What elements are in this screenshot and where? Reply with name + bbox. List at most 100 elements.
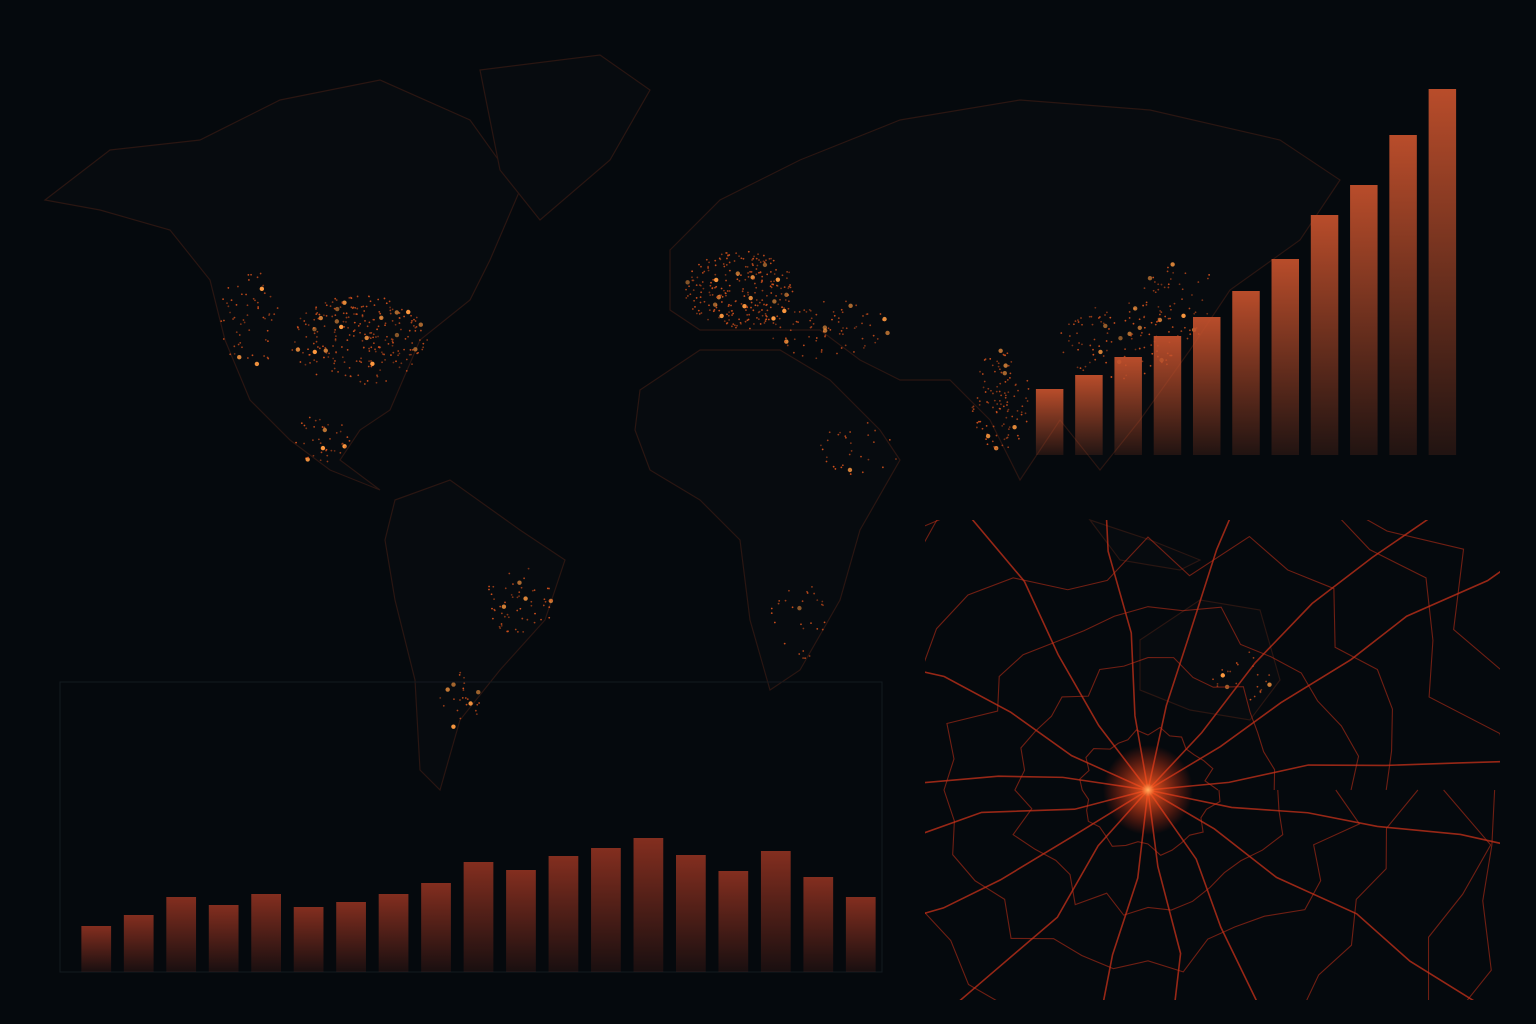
city-light [362, 305, 365, 308]
city-light [721, 295, 724, 298]
city-light [394, 323, 397, 326]
city-light [773, 621, 776, 624]
city-light [1132, 322, 1135, 325]
city-light [334, 319, 340, 324]
city-light [1004, 380, 1007, 383]
city-light [1183, 326, 1186, 329]
city-light [1167, 317, 1170, 320]
city-light [1007, 428, 1010, 431]
city-light [715, 306, 718, 309]
city-light [756, 264, 759, 267]
city-light [1062, 351, 1065, 354]
city-light [995, 434, 998, 437]
city-light [421, 348, 424, 351]
city-light [1180, 330, 1183, 333]
city-light [299, 317, 302, 320]
city-light [398, 312, 401, 314]
city-light [372, 336, 375, 339]
city-light [840, 347, 843, 349]
city-light [246, 357, 249, 359]
city-light [344, 446, 347, 448]
city-light [1008, 426, 1011, 429]
city-light [254, 361, 260, 367]
city-light [699, 301, 702, 304]
city-light [845, 300, 847, 303]
city-light [865, 313, 868, 316]
city-light [810, 622, 812, 625]
city-light [1191, 294, 1193, 296]
city-light [356, 295, 359, 298]
city-light [377, 298, 380, 301]
city-light [264, 317, 266, 320]
city-light [350, 306, 353, 309]
city-light [368, 321, 371, 324]
city-light [736, 324, 738, 327]
city-light [728, 284, 731, 287]
city-light [780, 287, 782, 290]
city-light [701, 281, 704, 283]
city-light [523, 577, 526, 580]
city-light [308, 416, 311, 419]
city-light [370, 331, 373, 334]
city-light [1159, 310, 1162, 312]
city-light [334, 338, 337, 341]
city-light [1006, 352, 1009, 355]
city-light [1009, 376, 1011, 379]
city-light [712, 310, 715, 313]
city-light [315, 360, 318, 363]
city-light [820, 444, 822, 447]
city-light [844, 344, 847, 347]
city-light [314, 419, 317, 422]
city-light [1184, 272, 1187, 275]
city-light [410, 321, 413, 324]
city-light [708, 261, 710, 264]
city-light [1104, 314, 1106, 316]
city-light [370, 346, 373, 349]
city-light [499, 605, 502, 608]
city-light [226, 302, 228, 305]
city-light [772, 259, 775, 262]
city-light [1002, 405, 1005, 408]
city-light [345, 316, 348, 319]
city-light [1128, 310, 1131, 313]
city-light [363, 383, 366, 385]
city-light [991, 364, 994, 367]
city-light [526, 618, 529, 621]
city-light [761, 275, 764, 278]
city-light [1167, 266, 1169, 269]
city-light [1138, 347, 1141, 350]
city-light [990, 389, 992, 392]
city-light [685, 288, 687, 291]
city-light [770, 612, 773, 615]
city-light [347, 316, 350, 319]
city-light [548, 587, 550, 590]
road [959, 789, 1149, 1000]
city-light [784, 340, 786, 343]
city-light [348, 334, 351, 336]
city-light [531, 589, 534, 592]
city-light [834, 468, 837, 470]
city-light [784, 339, 789, 344]
city-light [530, 600, 533, 603]
city-light [975, 426, 978, 429]
city-light [853, 351, 855, 353]
city-light [986, 443, 989, 446]
city-light [766, 273, 769, 276]
city-light [400, 308, 403, 311]
city-light [462, 689, 465, 692]
city-light [882, 316, 887, 322]
city-light [378, 310, 381, 313]
city-light [322, 427, 328, 433]
city-light [744, 278, 747, 281]
city-light [348, 366, 351, 369]
city-light [765, 315, 768, 318]
road [925, 789, 1149, 834]
city-light [815, 313, 818, 316]
city-light [340, 346, 343, 348]
bar [378, 894, 409, 972]
city-light [838, 332, 841, 335]
city-light [1124, 348, 1126, 350]
city-light [784, 292, 789, 298]
city-light [1092, 348, 1094, 351]
city-light [372, 333, 375, 336]
